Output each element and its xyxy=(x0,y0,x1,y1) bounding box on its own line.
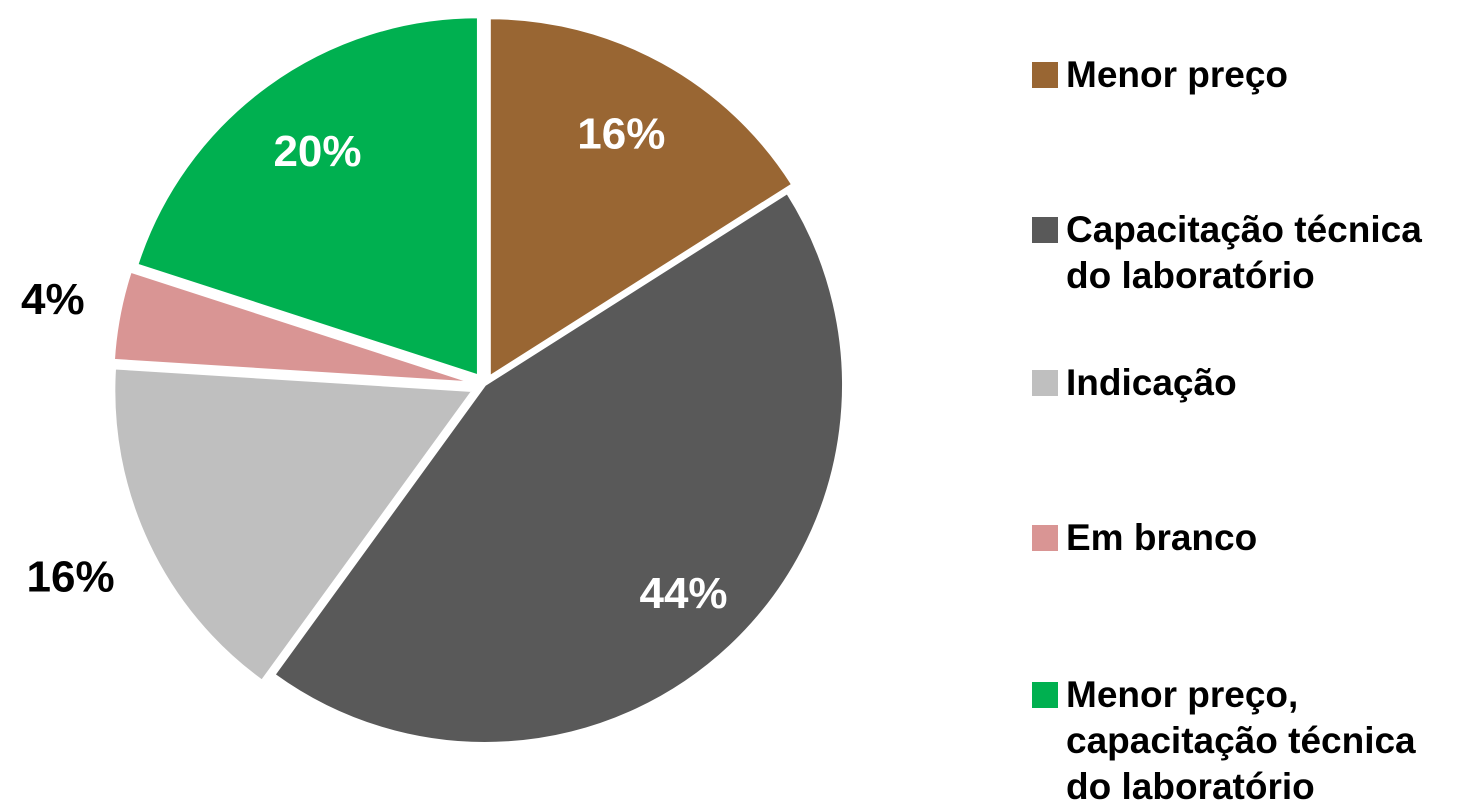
pie-slice xyxy=(112,270,472,384)
data-label: 16% xyxy=(577,110,665,159)
data-label: 4% xyxy=(21,275,85,324)
legend-swatch xyxy=(1032,370,1058,396)
legend-swatch xyxy=(1032,62,1058,88)
legend-label: Menor preço xyxy=(1066,54,1289,95)
legend-label: Em branco xyxy=(1066,517,1258,558)
pie-slice xyxy=(273,191,844,744)
pie-slice xyxy=(136,16,479,377)
legend-swatch xyxy=(1032,525,1058,551)
data-label: 44% xyxy=(639,569,727,618)
legend-label: Capacitação técnica do laboratório xyxy=(1066,209,1422,296)
legend-swatch xyxy=(1032,217,1058,243)
legend-item: Menor preço, capacitação técnica do labo… xyxy=(1032,672,1479,810)
pie-slice xyxy=(113,367,475,682)
legend-label: Indicação xyxy=(1066,362,1237,403)
legend: Menor preço Capacitação técnica do labora… xyxy=(1032,0,1479,807)
legend-label: Menor preço, capacitação técnica do labo… xyxy=(1066,674,1416,807)
data-label: 16% xyxy=(27,553,115,602)
legend-item: Em branco xyxy=(1032,515,1479,561)
chart: 16% 44% 16% 4% 20% xyxy=(21,16,844,744)
legend-item: Menor preço xyxy=(1032,52,1479,98)
data-label: 20% xyxy=(273,127,361,176)
legend-item: Indicação xyxy=(1032,360,1479,406)
legend-item: Capacitação técnica do laboratório xyxy=(1032,207,1479,299)
legend-swatch xyxy=(1032,682,1058,708)
pie-slice xyxy=(488,17,794,379)
